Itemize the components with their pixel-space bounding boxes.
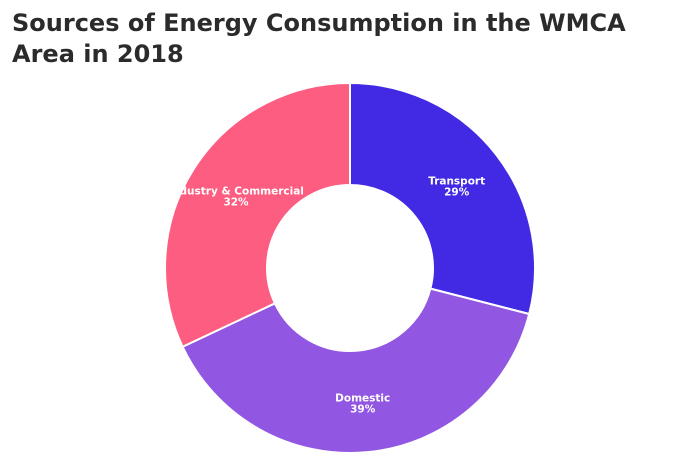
slice-value-industry-commercial: 32% (223, 197, 249, 209)
slice-transport (349, 81, 536, 316)
slice-label-transport: Transport (428, 175, 485, 187)
slice-value-domestic: 39% (350, 403, 376, 415)
chart-title: Sources of Energy Consumption in the WMC… (12, 9, 626, 68)
slice-label-industry-commercial: Industry & Commercial (168, 186, 304, 198)
slice-label-domestic: Domestic (335, 392, 390, 404)
slice-domestic (181, 287, 531, 454)
slice-industry-commercial (164, 81, 351, 349)
slice-value-transport: 29% (444, 186, 470, 198)
